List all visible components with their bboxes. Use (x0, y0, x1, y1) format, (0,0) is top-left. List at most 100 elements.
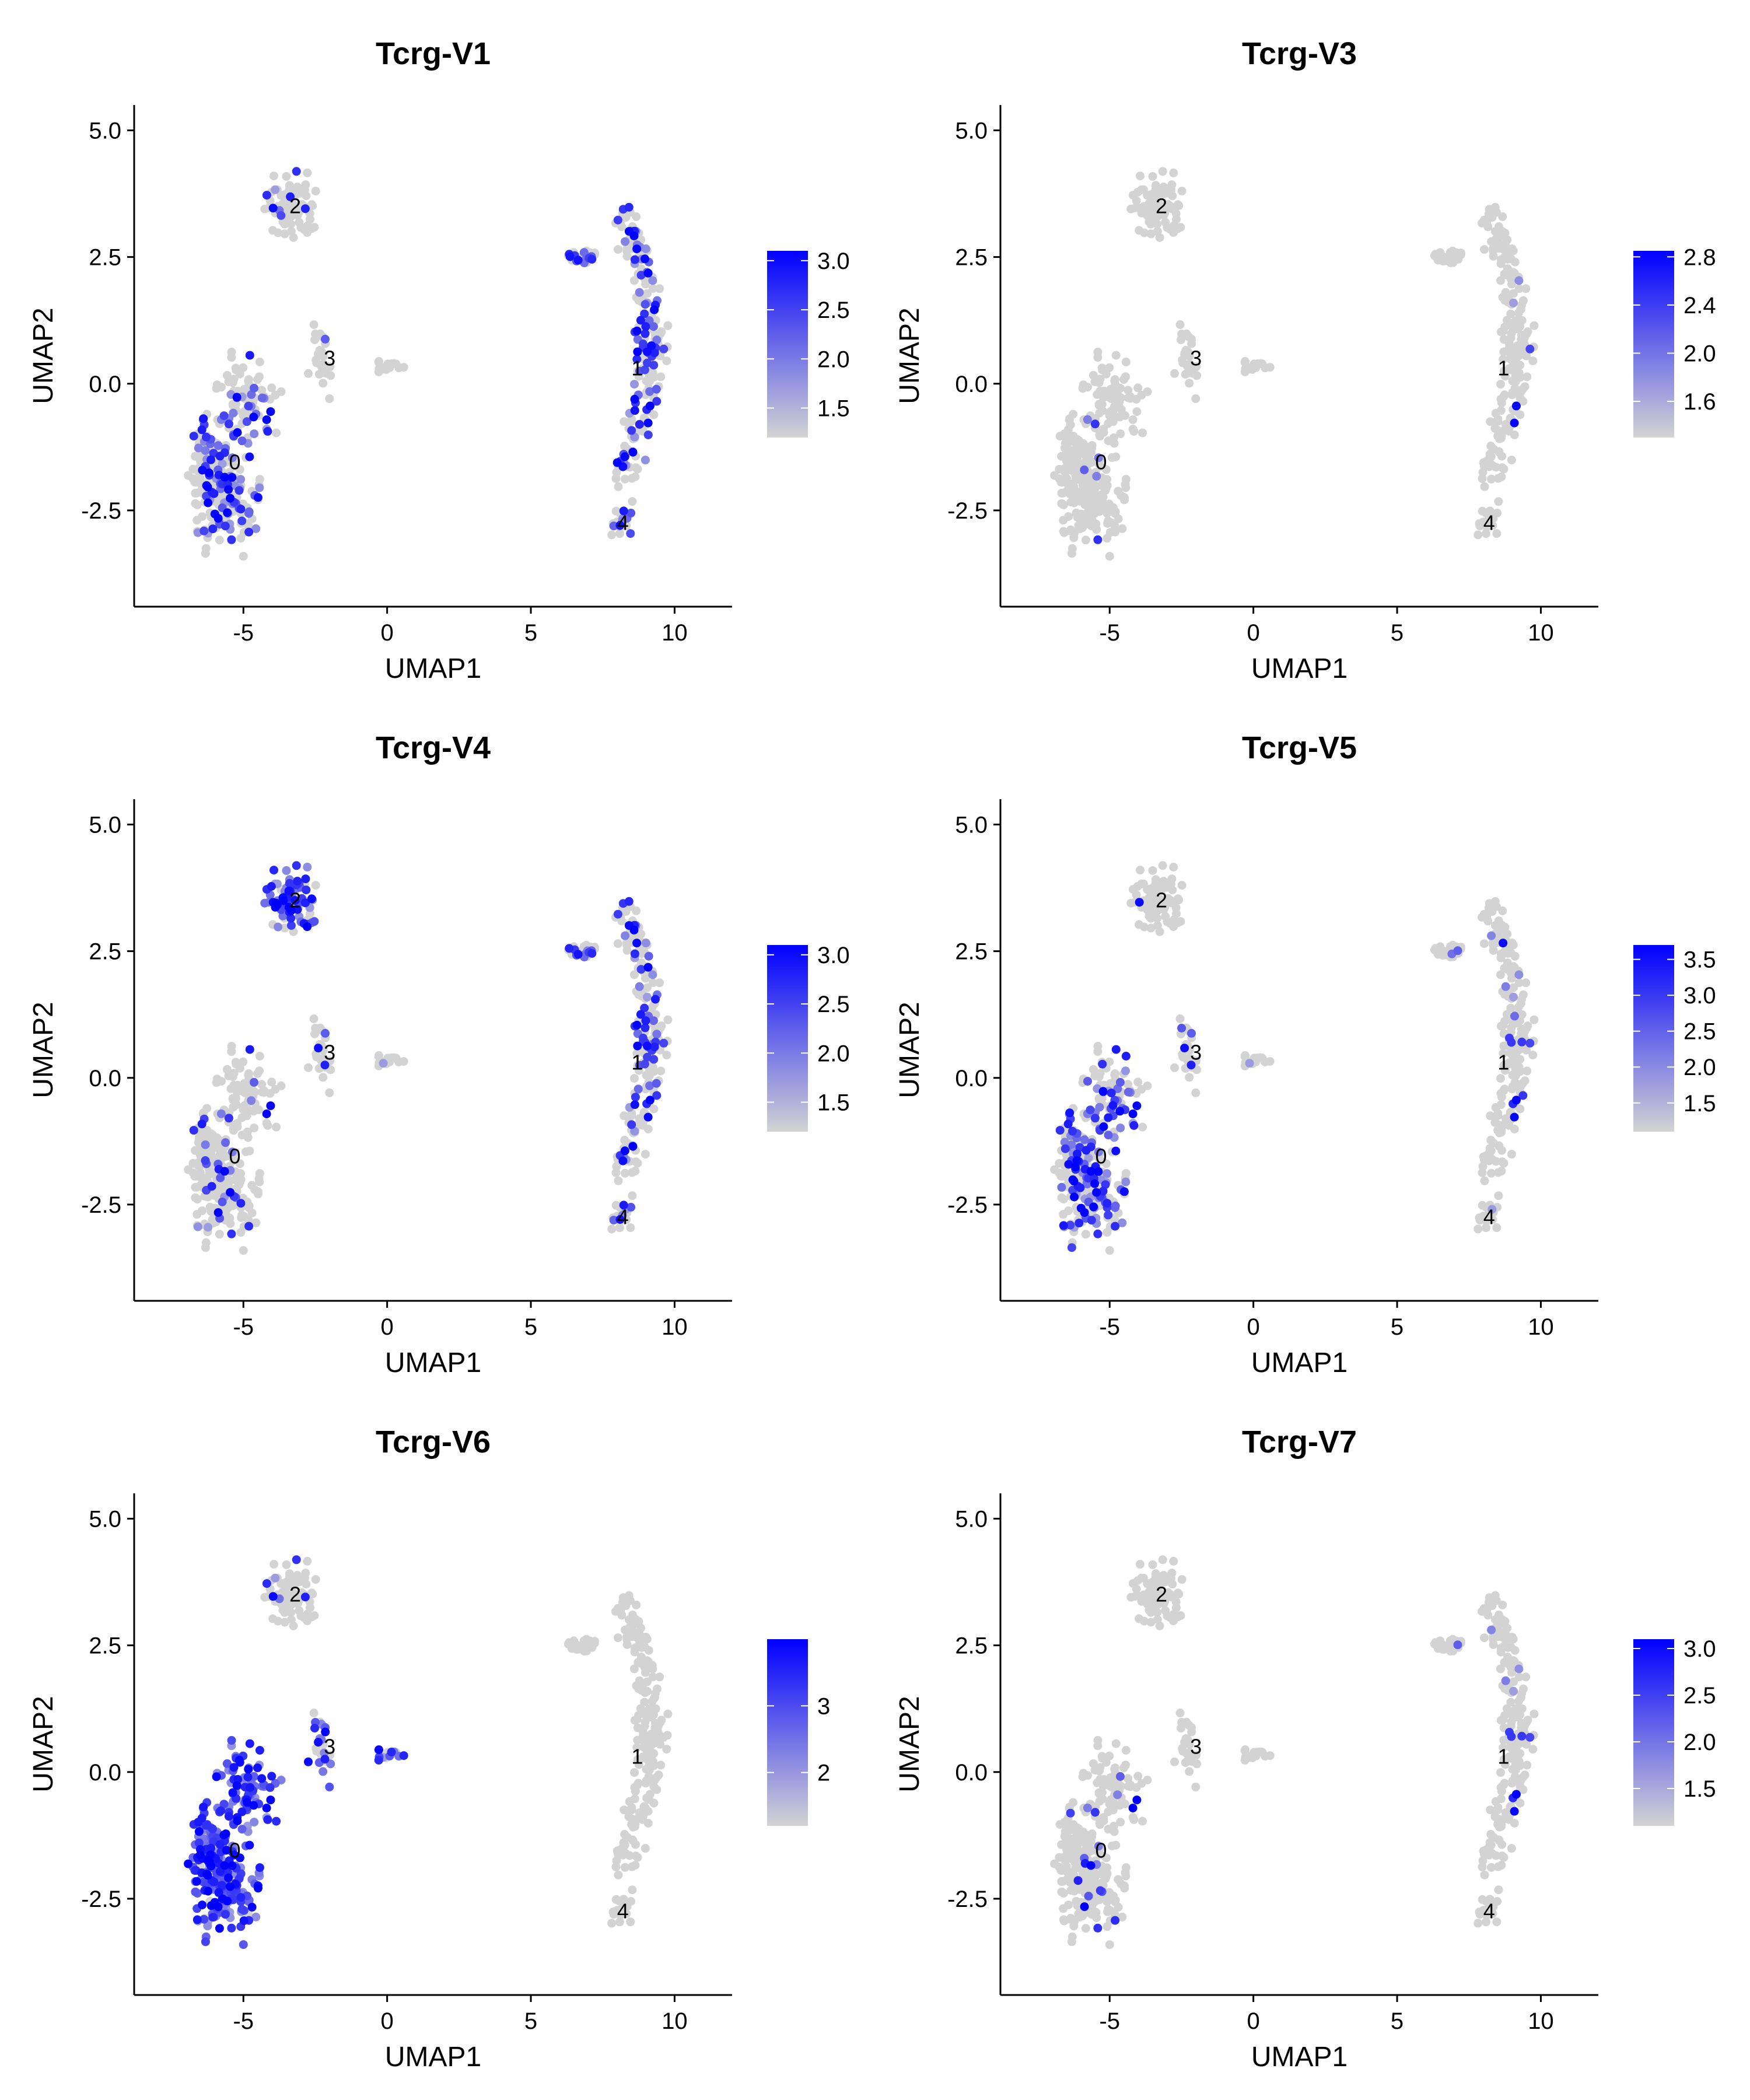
cell-point (652, 335, 662, 345)
legend-tick-label: 1.5 (1684, 1091, 1716, 1116)
cell-point (262, 1119, 271, 1128)
cell-point (1121, 372, 1130, 382)
cluster-label-3: 3 (1190, 1734, 1202, 1758)
cell-point (1102, 1228, 1112, 1237)
cell-point (1518, 384, 1527, 394)
cell-point (1067, 1243, 1076, 1252)
cell-point (1099, 428, 1108, 437)
cell-point (1060, 1832, 1069, 1841)
cell-point (208, 1913, 218, 1922)
cell-point (226, 1882, 235, 1891)
cell-point (1509, 1746, 1518, 1756)
cell-point (628, 447, 638, 457)
cluster-label-4: 4 (617, 511, 629, 535)
cell-point (292, 861, 301, 870)
cell-point (303, 1556, 312, 1566)
cell-point (1084, 1892, 1093, 1901)
cell-point (1063, 1868, 1072, 1877)
cell-point (1487, 237, 1496, 246)
cell-point (192, 1877, 201, 1886)
cell-point (1135, 898, 1144, 907)
cell-point (244, 527, 254, 537)
cell-point (1172, 1603, 1181, 1612)
cell-point (1251, 363, 1261, 372)
cell-point (201, 549, 210, 558)
cell-point (249, 412, 258, 422)
cell-point (1499, 326, 1508, 335)
cell-point (1180, 1044, 1189, 1053)
cell-point (636, 1010, 645, 1019)
x-axis-title: UMAP1 (1251, 653, 1348, 684)
cell-point (1081, 536, 1090, 545)
cell-point (325, 394, 334, 403)
cell-point (630, 380, 639, 389)
legend-tick-label: 1.5 (817, 1090, 850, 1115)
cell-point (1510, 963, 1519, 972)
panel-tcrg-v3: Tcrg-V3 0 1 2 3 4 -5 0 5 10 -2.5 0.0 2.5 5.0 UMAP1 UMAP… (894, 36, 1716, 684)
color-bar (767, 1639, 808, 1826)
cell-point (1486, 1111, 1495, 1121)
cell-point (254, 1884, 262, 1893)
cell-point (198, 1901, 207, 1910)
cell-point (1128, 1804, 1138, 1812)
x-tick-label: -5 (233, 1314, 254, 1340)
cell-point (649, 1798, 659, 1808)
legend-tick-label: 3.0 (1684, 1636, 1716, 1662)
cell-point (262, 191, 271, 200)
cell-point (617, 1611, 626, 1620)
cluster-label-1: 1 (1497, 1051, 1509, 1074)
cell-point (622, 251, 632, 261)
cell-point (1509, 289, 1518, 298)
cell-point (643, 1112, 653, 1122)
cell-point (1113, 1790, 1122, 1800)
cell-point (1166, 1590, 1175, 1599)
cell-point (257, 393, 267, 402)
cell-point (1084, 454, 1094, 464)
cell-point (1067, 549, 1076, 558)
cell-point (631, 1787, 640, 1796)
cell-point (1496, 276, 1505, 285)
cell-point (268, 1592, 278, 1601)
cell-point (1522, 372, 1532, 382)
cell-point (652, 1079, 661, 1088)
cell-point (626, 529, 635, 538)
cell-point (621, 237, 630, 246)
cell-point (587, 949, 597, 958)
cell-point (643, 430, 653, 439)
cell-point (1069, 1798, 1078, 1807)
color-legend: 1.5 2.0 2.5 3.0 (767, 249, 850, 438)
legend-tick-label: 2.0 (817, 346, 850, 372)
x-tick-label: 0 (381, 1314, 394, 1340)
cell-point (1510, 1807, 1519, 1816)
cell-point (1083, 383, 1092, 392)
cell-point (607, 530, 617, 540)
cell-point (1083, 1771, 1092, 1780)
cell-point (1059, 527, 1068, 536)
cell-point (1436, 251, 1446, 260)
cell-point (282, 172, 291, 181)
cell-point (217, 383, 226, 392)
cell-point (1102, 1922, 1112, 1931)
cell-point (1086, 1105, 1095, 1115)
cell-point (374, 364, 384, 373)
cell-point (1059, 1210, 1068, 1219)
cell-point (1119, 1187, 1129, 1196)
cell-point (192, 1915, 202, 1924)
cell-point (220, 1167, 229, 1176)
cell-point (565, 944, 574, 953)
cell-point (1489, 1139, 1499, 1148)
cell-point (1170, 1063, 1179, 1072)
cell-point (239, 552, 248, 561)
cell-point (1083, 1077, 1092, 1086)
cluster-label-4: 4 (1483, 1205, 1495, 1229)
cell-point (1121, 1177, 1130, 1186)
cell-point (1480, 1633, 1489, 1643)
cell-point (206, 1167, 216, 1177)
cell-point (233, 1122, 242, 1131)
cell-point (1107, 1841, 1116, 1850)
y-tick-label: -2.5 (81, 1192, 121, 1218)
cell-point (1140, 228, 1149, 237)
cell-point (239, 1246, 248, 1255)
cell-point (312, 358, 321, 368)
